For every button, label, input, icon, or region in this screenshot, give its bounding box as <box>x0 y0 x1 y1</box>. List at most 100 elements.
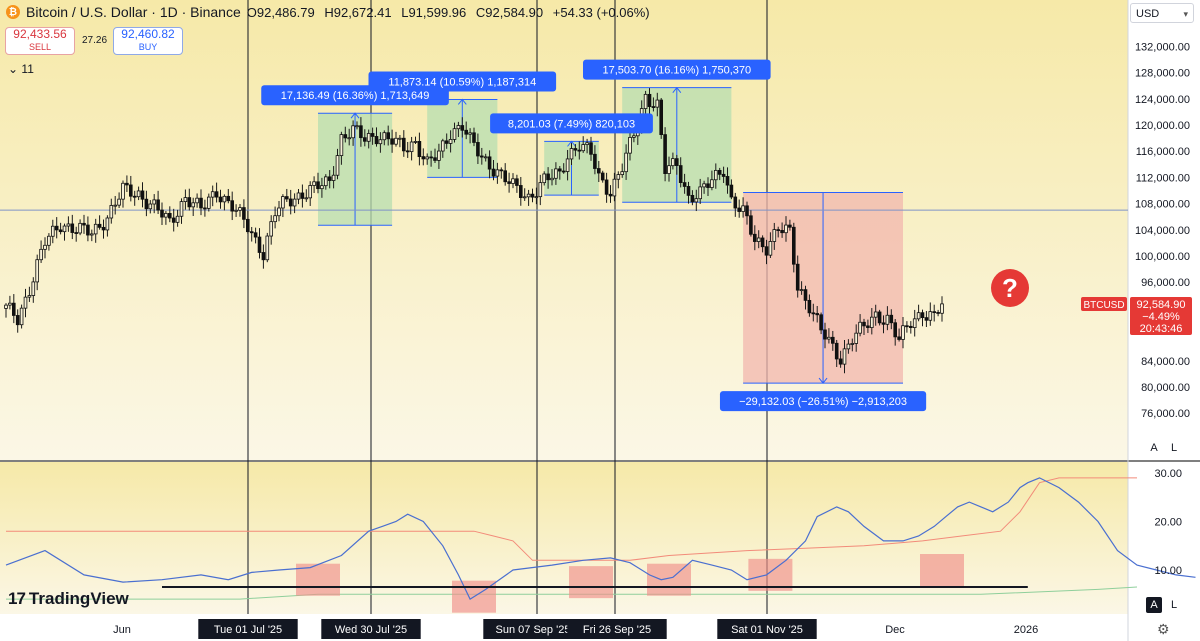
candle-body-33 <box>132 195 137 198</box>
candle-body-235 <box>920 312 925 319</box>
candle-body-12 <box>51 225 55 237</box>
candle-body-133 <box>522 196 527 199</box>
candle-body-91 <box>359 125 363 139</box>
candle-body-212 <box>831 336 835 344</box>
candle-body-63 <box>249 231 254 234</box>
candle-body-147 <box>577 149 582 152</box>
candle-body-59 <box>234 209 238 212</box>
candle-body-138 <box>542 173 546 184</box>
measure-label-bg-4 <box>583 59 771 80</box>
candle-body-215 <box>842 348 847 365</box>
candle-body-220 <box>862 321 866 327</box>
sell-button[interactable]: 92,433.56 SELL <box>5 27 75 55</box>
candle-body-113 <box>444 140 449 144</box>
measure-arrowhead-5 <box>818 377 828 384</box>
time-label-3: Wed 30 Jul '25 <box>335 624 407 636</box>
candle-body-22 <box>90 233 94 236</box>
candle-body-119 <box>468 132 472 135</box>
candle-body-188 <box>737 207 741 212</box>
measurement-labels: 17,136.49 (16.36%) 1,713,649 11,873.14 (1… <box>261 59 927 412</box>
time-label-6: Sat 01 Nov '25 <box>731 624 803 636</box>
price-tick-label: 132,000.00 <box>1135 41 1190 53</box>
candle-body-77 <box>304 197 309 200</box>
low-value: 91,599.96 <box>408 4 467 20</box>
candle-body-55 <box>218 196 223 203</box>
candle-body-120 <box>472 132 476 143</box>
osc-auto-scale-button[interactable]: A <box>1146 597 1162 613</box>
candle-body-115 <box>452 128 457 140</box>
log-scale-button[interactable]: L <box>1170 442 1178 454</box>
time-label-bg-3 <box>321 619 421 639</box>
candle-body-35 <box>140 190 145 200</box>
candle-body-45 <box>179 201 184 217</box>
candle-body-148 <box>581 144 585 152</box>
candle-body-222 <box>870 316 874 328</box>
candle-body-196 <box>768 241 773 256</box>
candle-body-73 <box>288 198 293 207</box>
gear-icon[interactable]: ⚙ <box>1157 621 1170 637</box>
chevron-down-icon: ⌄ <box>8 62 19 76</box>
candle-body-158 <box>620 171 624 175</box>
candle-body-16 <box>66 223 71 227</box>
candle-body-143 <box>561 170 566 173</box>
candle-body-104 <box>409 141 414 153</box>
candle-body-190 <box>745 205 749 217</box>
oscillator-highlight-5 <box>748 558 793 591</box>
candle-body-127 <box>499 169 504 172</box>
candle-body-11 <box>47 235 51 246</box>
time-label-1: Jun <box>113 624 131 636</box>
candle-body-5 <box>23 296 28 309</box>
symbol-tag <box>1081 297 1127 311</box>
time-label-8: 2026 <box>1014 624 1038 636</box>
candle-body-121 <box>476 142 480 157</box>
price-tick-label: 96,000.00 <box>1141 277 1190 289</box>
candle-body-71 <box>281 196 285 209</box>
brand-name: TradingView <box>28 589 129 608</box>
candle-body-78 <box>308 185 312 199</box>
time-label-7: Dec <box>885 624 905 636</box>
candle-body-17 <box>70 223 75 233</box>
candle-body-80 <box>316 181 320 190</box>
candle-body-186 <box>729 184 734 198</box>
candle-body-207 <box>811 312 816 315</box>
candle-body-114 <box>448 139 453 144</box>
candle-body-209 <box>819 314 823 331</box>
indicators-toggle[interactable]: ⌄ 11 <box>8 62 34 76</box>
oscillator-highlight-6 <box>920 554 964 586</box>
candle-body-36 <box>144 198 149 210</box>
candle-body-208 <box>815 313 819 316</box>
candle-body-68 <box>269 221 273 237</box>
candle-body-172 <box>675 158 679 166</box>
high-key: H <box>324 4 334 20</box>
candle-body-70 <box>277 207 281 217</box>
candle-body-128 <box>503 170 507 183</box>
currency-select[interactable]: USD ▾ <box>1130 3 1194 23</box>
buy-button[interactable]: 92,460.82 BUY <box>113 27 183 55</box>
candle-body-43 <box>171 217 176 223</box>
candle-body-194 <box>760 237 765 248</box>
last-price-label: BTCUSD 92,584.90 −4.49% 20:43:46 <box>1081 297 1192 335</box>
auto-scale-button[interactable]: A <box>1150 442 1158 454</box>
candle-body-164 <box>643 93 648 109</box>
oscillator-pane-background <box>0 462 1128 614</box>
oscillator-tick-label: 10.00 <box>1154 565 1182 577</box>
osc-log-scale-button[interactable]: L <box>1170 599 1178 611</box>
candle-body-179 <box>702 183 706 188</box>
symbol-title[interactable]: Bitcoin / U.S. Dollar · 1D · Binance <box>26 4 241 20</box>
candle-body-183 <box>717 169 722 175</box>
time-label-bg-6 <box>717 619 817 639</box>
oscillator-line <box>5 477 1196 600</box>
candle-body-39 <box>156 199 160 211</box>
candle-body-108 <box>425 156 429 160</box>
price-tick-label: 128,000.00 <box>1135 68 1190 80</box>
svg-text:?: ? <box>1002 273 1018 303</box>
candle-body-126 <box>495 169 500 177</box>
sell-price: 92,433.56 <box>13 27 67 41</box>
candle-body-30 <box>121 182 125 200</box>
candle-body-52 <box>206 196 211 209</box>
candle-body-239 <box>936 312 940 314</box>
candle-body-156 <box>612 178 617 197</box>
candle-body-153 <box>600 172 605 181</box>
candle-body-189 <box>741 205 745 212</box>
